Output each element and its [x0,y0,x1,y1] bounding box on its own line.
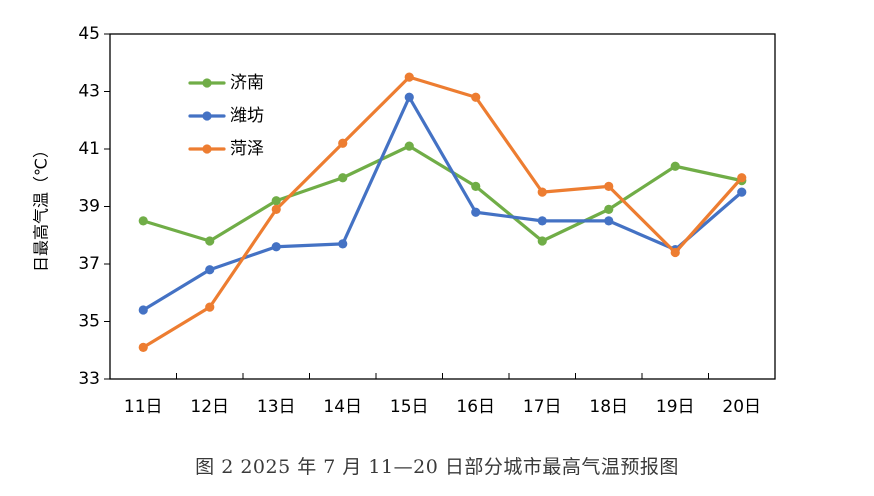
data-point [138,216,148,226]
data-point [471,92,481,102]
data-point [404,141,414,151]
y-axis-title: 日最高气温（℃） [32,142,51,272]
legend-marker [202,144,212,154]
legend-marker [202,111,212,121]
legend-label: 济南 [230,73,264,93]
y-tick-label: 39 [78,197,100,217]
y-tick-label: 41 [78,139,100,159]
data-point [138,305,148,315]
data-point [604,216,614,226]
y-tick-label: 43 [78,82,100,102]
y-tick-label: 45 [78,24,100,44]
data-point [604,181,614,191]
data-point [537,236,547,246]
x-tick-label: 19日 [656,397,695,417]
x-tick-label: 17日 [523,397,562,417]
data-point [138,342,148,352]
data-point [338,239,348,249]
x-tick-label: 11日 [124,397,163,417]
legend-label: 菏泽 [230,139,264,159]
data-point [271,196,281,206]
data-point [537,187,547,197]
data-point [338,138,348,148]
data-point [737,173,747,183]
data-point [471,207,481,217]
x-tick-label: 13日 [257,397,296,417]
data-point [205,265,215,275]
x-tick-label: 15日 [390,397,429,417]
y-tick-label: 35 [78,312,100,332]
data-point [404,72,414,82]
data-point [271,204,281,214]
data-point [271,242,281,252]
data-point [670,247,680,258]
data-point [537,216,547,226]
x-tick-label: 18日 [589,397,628,417]
legend-marker [202,78,212,88]
y-tick-label: 37 [78,254,100,274]
data-point [737,187,747,197]
data-point [404,92,414,102]
figure-caption: 图 2 2025 年 7 月 11—20 日部分城市最高气温预报图 [195,456,679,478]
temperature-line-chart: 日最高气温（℃） 33 35 37 39 41 43 45 11日 12日 13日 14日 15日 1… [32,24,776,417]
series-line-3 [141,75,744,349]
data-point [670,161,680,171]
x-tick-label: 16日 [456,397,495,417]
x-tick-label: 12日 [190,397,229,417]
legend-label: 潍坊 [230,106,264,126]
data-point [205,302,215,312]
x-tick-label: 20日 [722,397,761,417]
data-point [471,181,481,191]
data-point [205,236,215,246]
series-line-1 [141,144,744,243]
x-tick-label: 14日 [323,397,362,417]
plot-area [109,33,776,380]
y-tick-label: 33 [78,369,100,389]
data-point [604,204,614,214]
data-point [338,173,348,183]
